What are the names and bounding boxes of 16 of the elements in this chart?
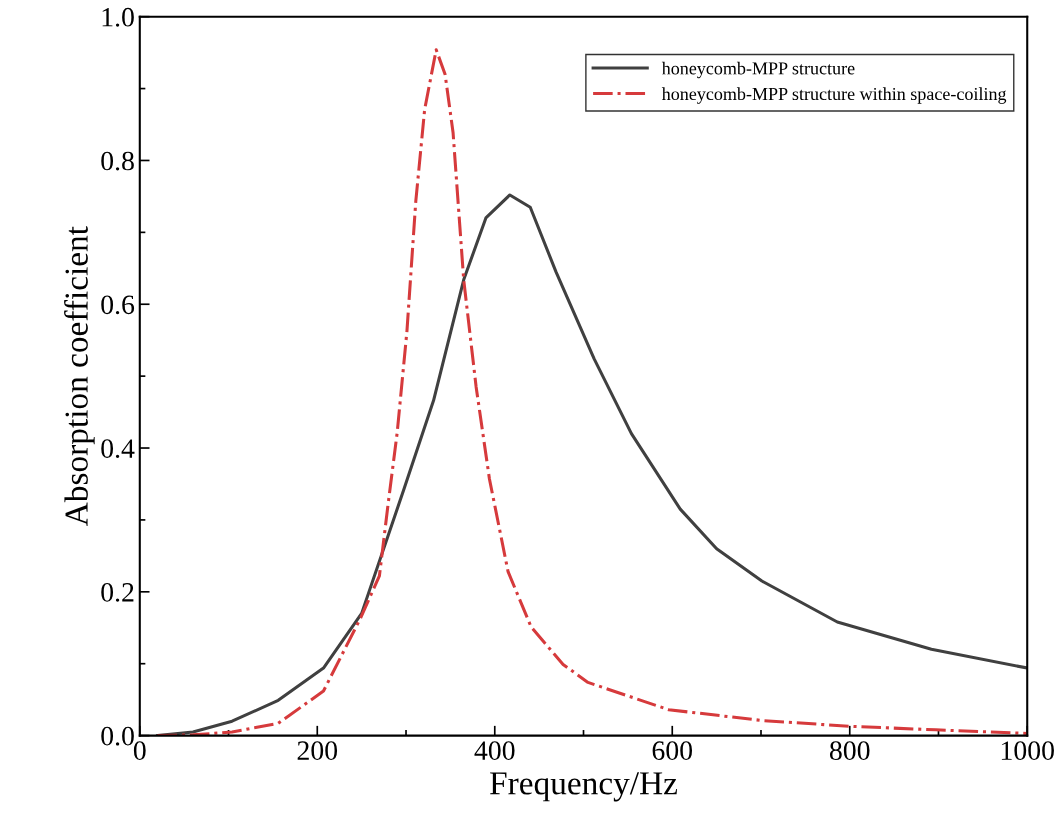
y-tick-label: 0.2	[101, 582, 134, 602]
x-axis-title: Frequency/Hz	[490, 772, 677, 802]
legend-label: honeycomb-MPP structure within space-coiling	[661, 87, 1007, 104]
x-tick-label: 1000	[1001, 741, 1054, 760]
x-tick-label: 200	[297, 741, 338, 760]
x-tick-label: 0	[133, 741, 146, 760]
y-tick-label: 0.0	[101, 726, 134, 746]
y-axis-title: Absorption coefficient	[64, 226, 95, 526]
x-tick-label: 600	[652, 741, 693, 760]
y-tick-label: 0.4	[101, 439, 135, 459]
legend-label: honeycomb-MPP structure	[661, 61, 855, 79]
x-tick-label: 800	[829, 741, 870, 760]
x-tick-label: 400	[474, 741, 515, 760]
y-tick-label: 1.0	[102, 7, 134, 27]
y-tick-label: 0.8	[101, 151, 134, 171]
y-tick-label: 0.6	[101, 295, 135, 315]
